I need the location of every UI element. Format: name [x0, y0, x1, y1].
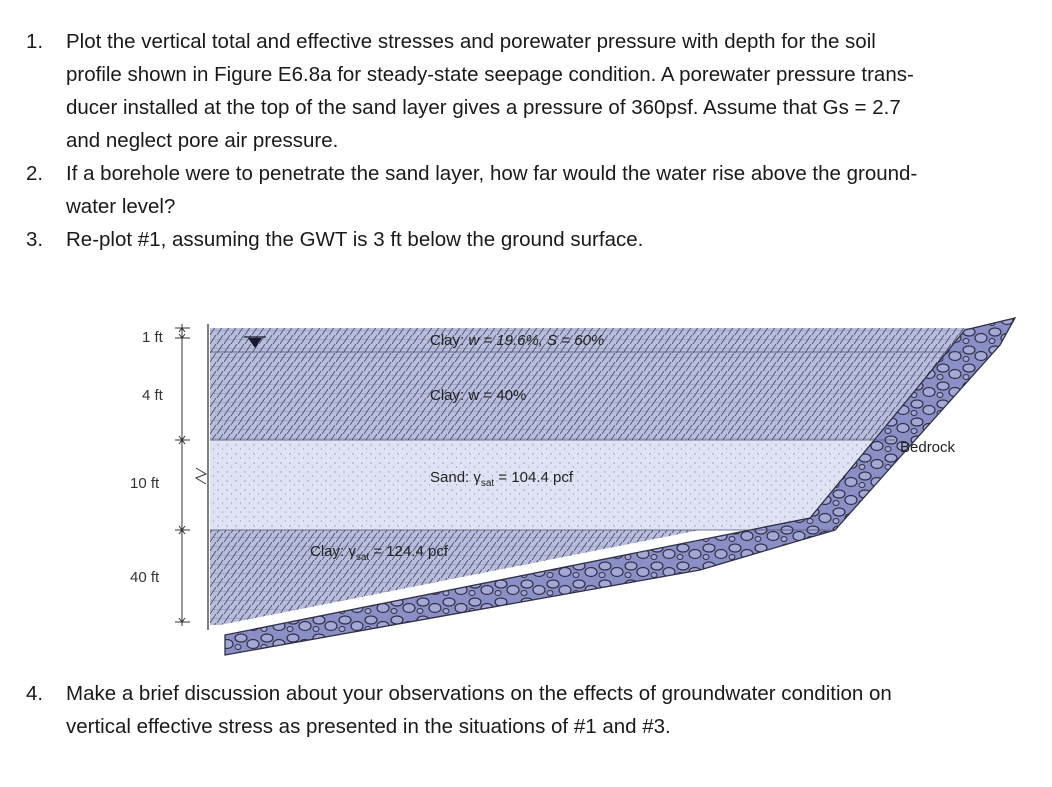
question-2-line: If a borehole were to penetrate the sand… — [66, 162, 918, 185]
question-4-number: 4. — [26, 682, 44, 705]
question-3-line: Re-plot #1, assuming the GWT is 3 ft bel… — [66, 228, 644, 251]
clay-layer-second-label: Clay: w = 40% — [430, 387, 526, 404]
clay-layer-second — [210, 352, 962, 440]
question-4-line: Make a brief discussion about your obser… — [66, 682, 892, 705]
clay-layer-top — [210, 328, 980, 352]
dimension-line — [175, 324, 190, 626]
sand-layer — [210, 440, 895, 530]
clay-layer-bottom — [210, 530, 700, 625]
question-2-text: If a borehole were to penetrate the sand… — [66, 157, 917, 223]
question-1-text: Plot the vertical total and effective st… — [66, 25, 914, 157]
question-3-number: 3. — [26, 228, 44, 251]
bedrock-label: Bedrock — [900, 439, 956, 456]
seepage-symbol — [194, 467, 208, 485]
question-1-line: profile shown in Figure E6.8a for steady… — [66, 63, 914, 86]
question-3-text: Re-plot #1, assuming the GWT is 3 ft bel… — [66, 223, 643, 256]
bedrock — [224, 317, 1017, 656]
dimension-label-40ft: 40 ft — [130, 569, 160, 586]
clay-layer-top-label: Clay: w = 19.6%, S = 60% — [430, 332, 604, 349]
dimension-label-4ft: 4 ft — [142, 387, 164, 404]
clay-layer-bottom-label: Clay: γsat = 124.4 pcf — [310, 543, 449, 563]
sand-layer-label: Sand: γsat = 104.4 pcf — [430, 469, 574, 489]
question-1-number: 1. — [26, 30, 44, 53]
dimension-label-10ft: 10 ft — [130, 475, 160, 492]
water-table-icon — [248, 338, 262, 348]
question-1-line: Plot the vertical total and effective st… — [66, 30, 876, 53]
question-2-line: water level? — [66, 195, 176, 218]
question-1-line: and neglect pore air pressure. — [66, 129, 339, 152]
dimension-label-1ft: 1 ft — [142, 329, 164, 346]
question-4-text: Make a brief discussion about your obser… — [66, 677, 892, 743]
soil-profile-figure: 1 ft 4 ft 10 ft 40 ft Clay: w = 19.6%, S… — [130, 317, 1017, 656]
question-2-number: 2. — [26, 162, 44, 185]
question-4-line: vertical effective stress as presented i… — [66, 715, 671, 738]
question-1-line: ducer installed at the top of the sand l… — [66, 96, 901, 119]
